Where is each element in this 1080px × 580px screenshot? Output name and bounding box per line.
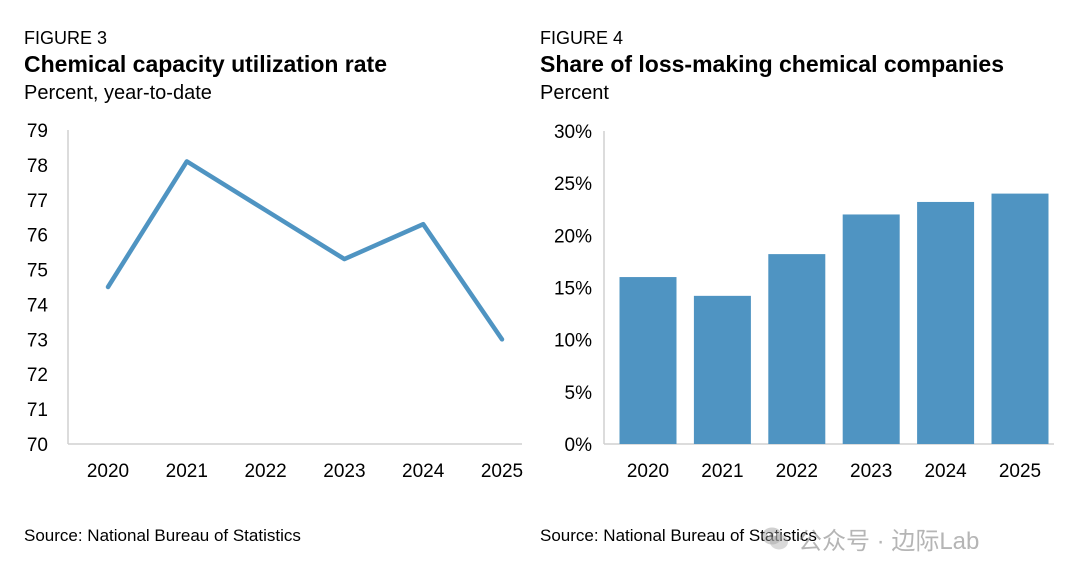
chart-subtitle: Percent (540, 82, 609, 104)
chart-title: Chemical capacity utilization rate (24, 51, 388, 77)
source-note: Source: National Bureau of Statistics (540, 526, 817, 545)
chart-title: Share of loss-making chemical companies (540, 51, 1004, 77)
bar (619, 277, 677, 444)
y-tick-label: 72 (27, 365, 48, 386)
x-tick-label: 2021 (701, 461, 743, 482)
bar (991, 193, 1049, 444)
x-tick-label: 2022 (776, 461, 818, 482)
y-tick-label: 73 (27, 330, 48, 351)
x-tick-label: 2020 (87, 461, 129, 482)
y-tick-label: 0% (565, 435, 593, 456)
x-tick-label: 2020 (627, 461, 669, 482)
wechat-icon (762, 527, 788, 549)
x-tick-label: 2021 (166, 461, 208, 482)
y-tick-label: 79 (27, 121, 48, 142)
y-tick-label: 10% (554, 331, 592, 352)
bar (917, 201, 975, 444)
line-chart: 70 71 72 73 74 75 76 77 78 79 2020 2021 2022 2023 2024… (27, 121, 523, 482)
bar (693, 295, 751, 444)
x-tick-label: 2023 (850, 461, 892, 482)
y-tick-label: 74 (27, 295, 49, 316)
series-line (105, 159, 505, 342)
y-tick-label: 78 (27, 156, 48, 177)
y-tick-label: 75 (27, 261, 48, 282)
figure-label: FIGURE 4 (540, 28, 624, 48)
bar (842, 214, 900, 444)
source-note: Source: National Bureau of Statistics (24, 526, 301, 545)
x-tick-label: 2024 (924, 461, 967, 482)
bar (768, 254, 826, 444)
x-tick-label: 2025 (999, 461, 1041, 482)
x-tick-label: 2022 (244, 461, 286, 482)
watermark-text: 公众号 · 边际Lab (798, 528, 980, 555)
x-tick-label: 2025 (481, 461, 523, 482)
y-tick-label: 77 (27, 191, 48, 212)
figure-4-panel: FIGURE 4 Share of loss-making chemical c… (540, 0, 1080, 580)
y-tick-label: 70 (27, 435, 48, 456)
figure-label: FIGURE 3 (24, 28, 108, 48)
y-tick-label: 5% (565, 383, 593, 404)
y-tick-label: 30% (554, 122, 592, 143)
y-tick-label: 20% (554, 226, 592, 247)
chart-subtitle: Percent, year-to-date (24, 82, 212, 104)
y-tick-label: 71 (27, 400, 48, 421)
y-tick-label: 25% (554, 174, 592, 195)
bar-chart: 0% 5% 10% 15% 20% 25% 30% 2020 2021 2022 2023 2024 2… (554, 122, 1054, 482)
x-tick-label: 2023 (323, 461, 365, 482)
x-tick-label: 2024 (402, 461, 445, 482)
y-tick-label: 76 (27, 226, 48, 247)
figure-3-panel: FIGURE 3 Chemical capacity utilization r… (24, 28, 523, 545)
y-tick-label: 15% (554, 279, 592, 300)
watermark: 公众号 · 边际Lab (760, 521, 979, 556)
